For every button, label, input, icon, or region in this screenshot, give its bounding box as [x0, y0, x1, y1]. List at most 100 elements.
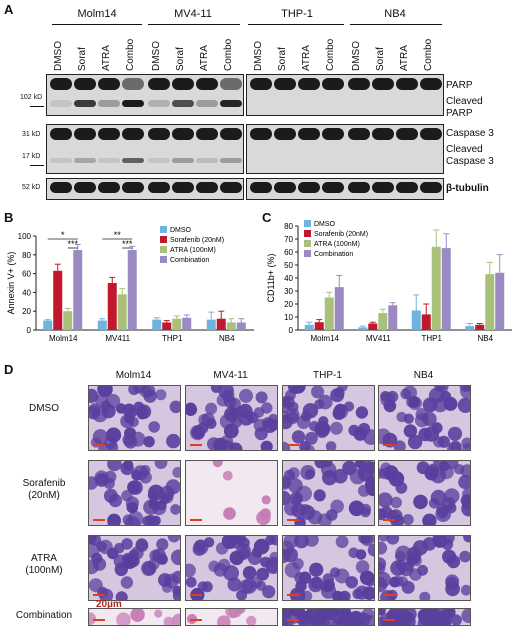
micrograph: [378, 460, 471, 526]
cell-blob: [283, 441, 291, 450]
cell-blob: [172, 613, 180, 625]
cell-blob: [191, 425, 205, 440]
cell-blob: [402, 514, 414, 525]
blot-band: [322, 128, 344, 140]
cell-blob: [140, 465, 151, 476]
blot-band: [98, 158, 120, 163]
lane-label: Soraf: [175, 47, 186, 71]
bar: [411, 310, 421, 330]
cell-blob: [416, 461, 430, 475]
panel-c-letter: C: [262, 210, 272, 225]
blot-band: [250, 182, 272, 193]
scale-bar: [93, 594, 105, 596]
blot-band: [220, 182, 242, 193]
cleaved-parp-label-1: Cleaved: [446, 96, 483, 107]
cell-blob: [379, 557, 387, 571]
scale-bar: [190, 519, 202, 521]
bar: [314, 322, 324, 330]
cell-blob: [345, 576, 358, 589]
kd-102: 102 kD: [20, 94, 43, 101]
bar: [324, 297, 334, 330]
x-tick-label: NB4: [219, 334, 235, 343]
micrograph: [378, 385, 471, 451]
cell-blob: [445, 576, 459, 590]
cell-blob: [246, 615, 257, 625]
cell-blob: [251, 546, 263, 558]
micrograph: [185, 460, 278, 526]
y-tick-label: 70: [284, 235, 293, 244]
micrograph: [88, 460, 181, 526]
cell-blob: [89, 612, 96, 625]
cell-blob: [362, 586, 374, 600]
blot-band: [172, 182, 194, 193]
tubulin-blot-left: [46, 178, 244, 200]
cell-blob: [422, 411, 437, 427]
lane-label: Combo: [423, 38, 434, 71]
header-line-nb4: [350, 24, 442, 25]
scale-bar: [287, 594, 299, 596]
cell-blob: [440, 390, 452, 402]
y-tick-label: 0: [27, 326, 32, 335]
cell-blob: [309, 421, 320, 432]
micro-row-label-line: (20nM): [28, 490, 60, 501]
cell-blob: [305, 431, 318, 445]
cell-blob: [130, 609, 145, 622]
cell-blob: [460, 386, 470, 399]
micro-row-label-line: DMSO: [29, 403, 59, 414]
lane-label: DMSO: [151, 41, 162, 71]
blot-cellline-nb4: NB4: [384, 8, 406, 20]
cell-blob: [407, 434, 423, 450]
cell-blob: [256, 567, 270, 581]
cell-blob: [462, 488, 470, 501]
cell-blob: [321, 583, 337, 599]
cell-blob: [348, 424, 360, 436]
cell-blob: [437, 508, 448, 519]
blot-band: [50, 78, 72, 90]
cell-blob: [386, 536, 400, 545]
cell-blob: [457, 397, 470, 413]
cell-blob: [379, 571, 391, 588]
cell-blob: [355, 560, 370, 574]
cell-blob: [390, 496, 402, 509]
header-line-thp1: [248, 24, 344, 25]
cell-blob: [355, 406, 369, 419]
blot-band: [122, 100, 144, 107]
cell-blob: [156, 538, 169, 551]
cleaved-casp3-label-1: Cleaved: [446, 144, 483, 155]
annexin-bar-chart: 0 20 40 60 80 100 Annexin V+ (%) Molm14 MV411 THP…: [6, 226, 254, 343]
blot-band: [148, 128, 170, 140]
casp3-label: Caspase 3: [446, 128, 494, 139]
blot-band: [348, 78, 370, 90]
blot-band: [322, 78, 344, 90]
bar: [97, 320, 107, 330]
micro-row-label-line: Combination: [15, 610, 73, 621]
cell-blob: [142, 515, 153, 525]
bar: [216, 318, 226, 330]
cell-blob: [422, 609, 438, 617]
blot-band: [74, 182, 96, 193]
cell-blob: [107, 461, 122, 472]
cd11b-bar-chart: 0 10 20 30 40 50 60 70 80 CD11b+ (%) Molm14 MV411 TH…: [266, 220, 512, 343]
cell-blob: [89, 388, 99, 403]
scale-bar: [287, 519, 299, 521]
cell-blob: [94, 470, 109, 485]
cell-blob: [379, 492, 393, 508]
blot-band: [372, 78, 394, 90]
cell-blob: [221, 536, 238, 549]
micro-col-label: THP-1: [313, 370, 342, 381]
cell-blob: [208, 560, 220, 572]
cell-blob: [201, 581, 213, 593]
cell-blob: [333, 403, 349, 419]
bar: [495, 272, 505, 330]
cell-blob: [225, 609, 240, 619]
cell-blob: [154, 609, 163, 618]
micro-row-label-line: (100nM): [25, 565, 63, 576]
cell-blob: [337, 386, 348, 392]
micrograph: [185, 608, 278, 626]
cell-blob: [388, 471, 405, 487]
cell-blob: [261, 402, 273, 414]
header-line-mv411: [148, 24, 240, 25]
lane-label: ATRA: [101, 45, 112, 71]
y-tick-label: 40: [22, 288, 31, 297]
cell-blob: [447, 426, 463, 441]
